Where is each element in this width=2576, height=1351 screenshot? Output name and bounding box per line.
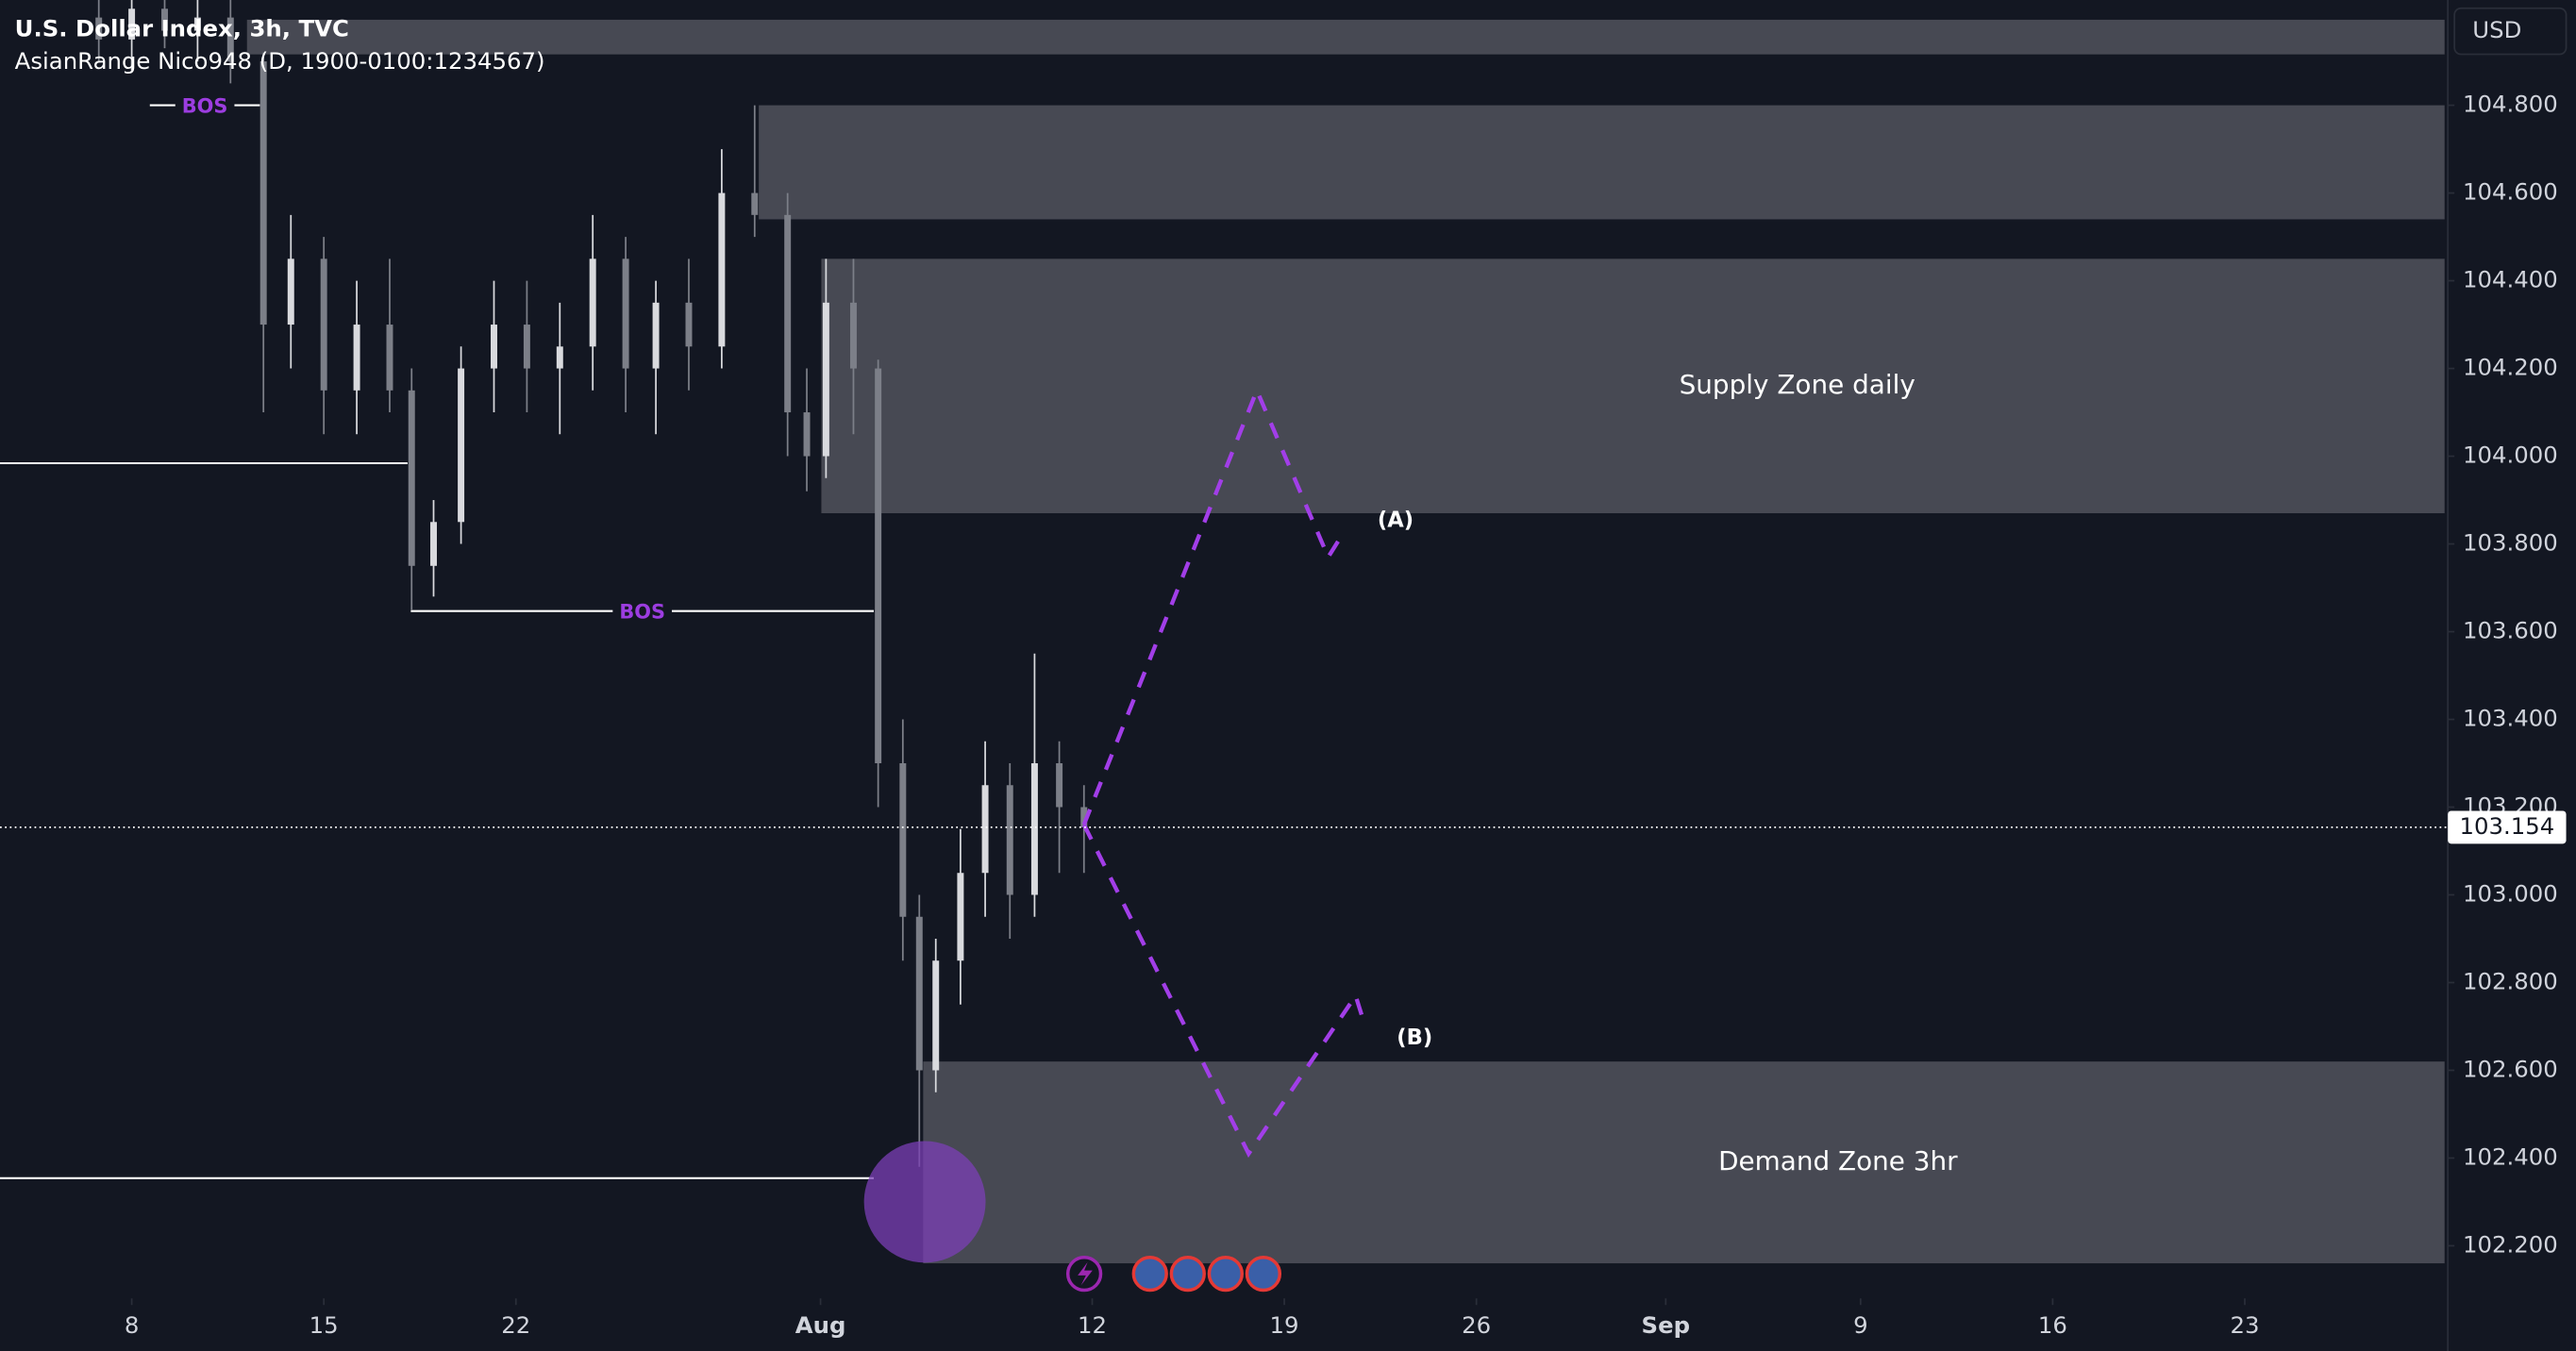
candle-body (128, 8, 136, 40)
chart-title: U.S. Dollar Index, 3h, TVC (15, 14, 349, 42)
zone-label: Supply Zone daily (1680, 369, 1915, 400)
candle-body (718, 192, 726, 347)
candle-body (981, 785, 989, 874)
x-tick-label: 15 (309, 1311, 339, 1339)
candle-body (849, 302, 857, 369)
candle-body (287, 259, 294, 325)
candle-body (652, 302, 660, 369)
projection-label: (B) (1397, 1026, 1432, 1050)
candle-body (589, 259, 596, 347)
candle-body (1080, 807, 1088, 827)
candle-body (95, 17, 103, 40)
y-tick-label: 103.600 (2463, 617, 2558, 644)
candle-body (1056, 763, 1063, 808)
x-tick-label: 16 (2038, 1311, 2067, 1339)
candle-body (875, 368, 882, 764)
y-tick-label: 104.200 (2463, 354, 2558, 381)
candle-body (556, 346, 563, 369)
candle-body (430, 522, 437, 566)
y-tick-label: 102.400 (2463, 1143, 2558, 1170)
candle-body (803, 412, 811, 457)
lightning-icon (1078, 1261, 1093, 1286)
x-tick-label: 23 (2230, 1311, 2259, 1339)
candle-body (915, 916, 923, 1071)
candle-body (685, 302, 693, 347)
candle-body (784, 214, 792, 413)
candle-body (899, 763, 907, 917)
y-tick-label: 104.800 (2463, 91, 2558, 118)
last-price-tag (2448, 810, 2567, 844)
x-tick-label: 22 (501, 1311, 530, 1339)
bos-label: BOS (619, 600, 665, 623)
plot-area: Supply Zone daily Demand Zone 3hr BOS BOS (A… (0, 0, 2449, 1264)
event-icons (1065, 1255, 1282, 1293)
y-tick-label: 104.600 (2463, 178, 2558, 206)
y-tick-label: 104.000 (2463, 442, 2558, 469)
zone (923, 1061, 2445, 1264)
y-tick-label: 102.600 (2463, 1055, 2558, 1082)
candle-body (523, 325, 530, 369)
currency-label: USD (2472, 16, 2521, 43)
candle-body (259, 61, 267, 325)
candle-body (751, 192, 759, 215)
x-tick-label: 26 (1462, 1311, 1491, 1339)
event-icon[interactable] (1245, 1255, 1282, 1293)
x-tick-label: 12 (1078, 1311, 1107, 1339)
candle-body (957, 873, 964, 961)
y-tick-label: 102.200 (2463, 1230, 2558, 1258)
candle-body (353, 325, 360, 391)
candle-body (226, 17, 234, 62)
projection-path (1081, 385, 1347, 826)
candle-body (491, 325, 497, 369)
candle-body (320, 259, 327, 391)
x-tick-label: 9 (1853, 1311, 1868, 1339)
candle-body (822, 302, 829, 457)
candle-body (1030, 763, 1038, 895)
candle-body (1006, 785, 1013, 895)
highlight-circle (863, 1141, 986, 1263)
zone (246, 19, 2445, 55)
x-tick-label: 8 (125, 1311, 140, 1339)
indicator-label: AsianRange Nico948 (D, 1900-0100:1234567… (15, 47, 545, 75)
x-tick-label: Sep (1642, 1311, 1691, 1339)
y-tick-label: 103.400 (2463, 705, 2558, 732)
event-icon[interactable] (1169, 1255, 1206, 1293)
x-tick-label: 19 (1270, 1311, 1299, 1339)
x-tick-label: Aug (795, 1311, 846, 1339)
y-tick-label: 104.400 (2463, 266, 2558, 293)
currency-button[interactable] (2453, 7, 2568, 56)
candle-body (408, 390, 415, 566)
last-price-label: 103.154 (2459, 812, 2554, 840)
zone (821, 259, 2445, 513)
y-tick-label: 103.800 (2463, 529, 2558, 557)
candle-body (386, 325, 393, 391)
candle-body (161, 8, 168, 31)
bos-label: BOS (182, 94, 228, 117)
y-tick-label: 102.800 (2463, 967, 2558, 994)
candle-body (622, 259, 629, 369)
event-icon[interactable] (1207, 1255, 1244, 1293)
candle-body (932, 960, 940, 1071)
projection-label: (A) (1378, 509, 1413, 533)
event-icon[interactable] (1131, 1255, 1168, 1293)
zone (759, 105, 2445, 220)
y-tick-label: 103.000 (2463, 879, 2558, 907)
projection-path (1081, 824, 1366, 1159)
candle-body (193, 17, 201, 31)
candle-body (458, 368, 465, 523)
zone-label: Demand Zone 3hr (1718, 1145, 1958, 1176)
